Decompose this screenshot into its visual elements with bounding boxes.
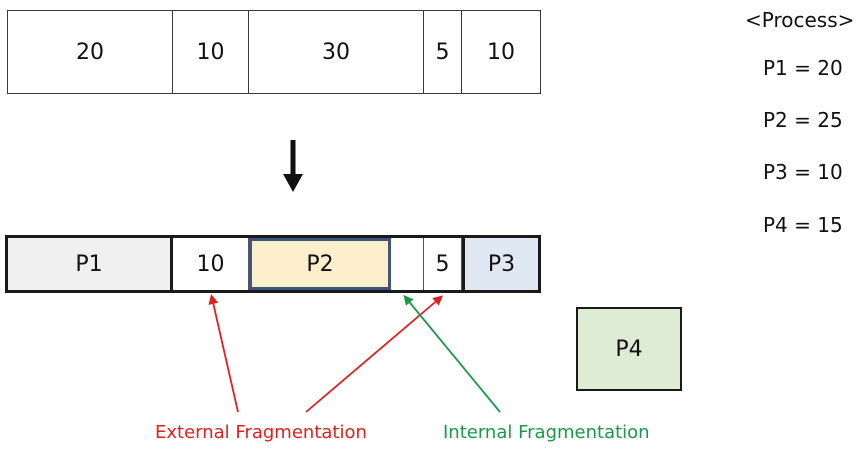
- external-fragmentation-label: External Fragmentation: [155, 422, 367, 443]
- process-block-p2: P2: [249, 238, 391, 290]
- memory-block: 10: [462, 11, 540, 93]
- internal-fragmentation-label: Internal Fragmentation: [443, 422, 650, 443]
- memory-block: 20: [8, 11, 173, 93]
- process-list-title: <Process>: [745, 8, 855, 32]
- free-block: 10: [173, 238, 249, 290]
- process-item: P3 = 10: [763, 160, 843, 184]
- process-item: P1 = 20: [763, 56, 843, 80]
- memory-after-row: P1 10 P2 5 P3: [5, 235, 541, 293]
- memory-block: 30: [249, 11, 424, 93]
- memory-before-row: 20 10 30 5 10: [7, 10, 541, 94]
- pending-process-p4: P4: [576, 307, 682, 391]
- external-fragmentation-arrow: [305, 295, 444, 413]
- free-block: 5: [424, 238, 462, 290]
- process-item: P2 = 25: [763, 108, 843, 132]
- memory-block: 10: [173, 11, 249, 93]
- process-block-p3: P3: [462, 238, 538, 290]
- memory-block: 5: [424, 11, 462, 93]
- process-block-p1: P1: [8, 238, 173, 290]
- internal-gap-block: [391, 238, 424, 290]
- process-item: P4 = 15: [763, 213, 843, 237]
- external-fragmentation-arrow: [208, 294, 239, 413]
- down-arrow-icon: [283, 140, 303, 192]
- internal-fragmentation-arrow: [403, 294, 501, 413]
